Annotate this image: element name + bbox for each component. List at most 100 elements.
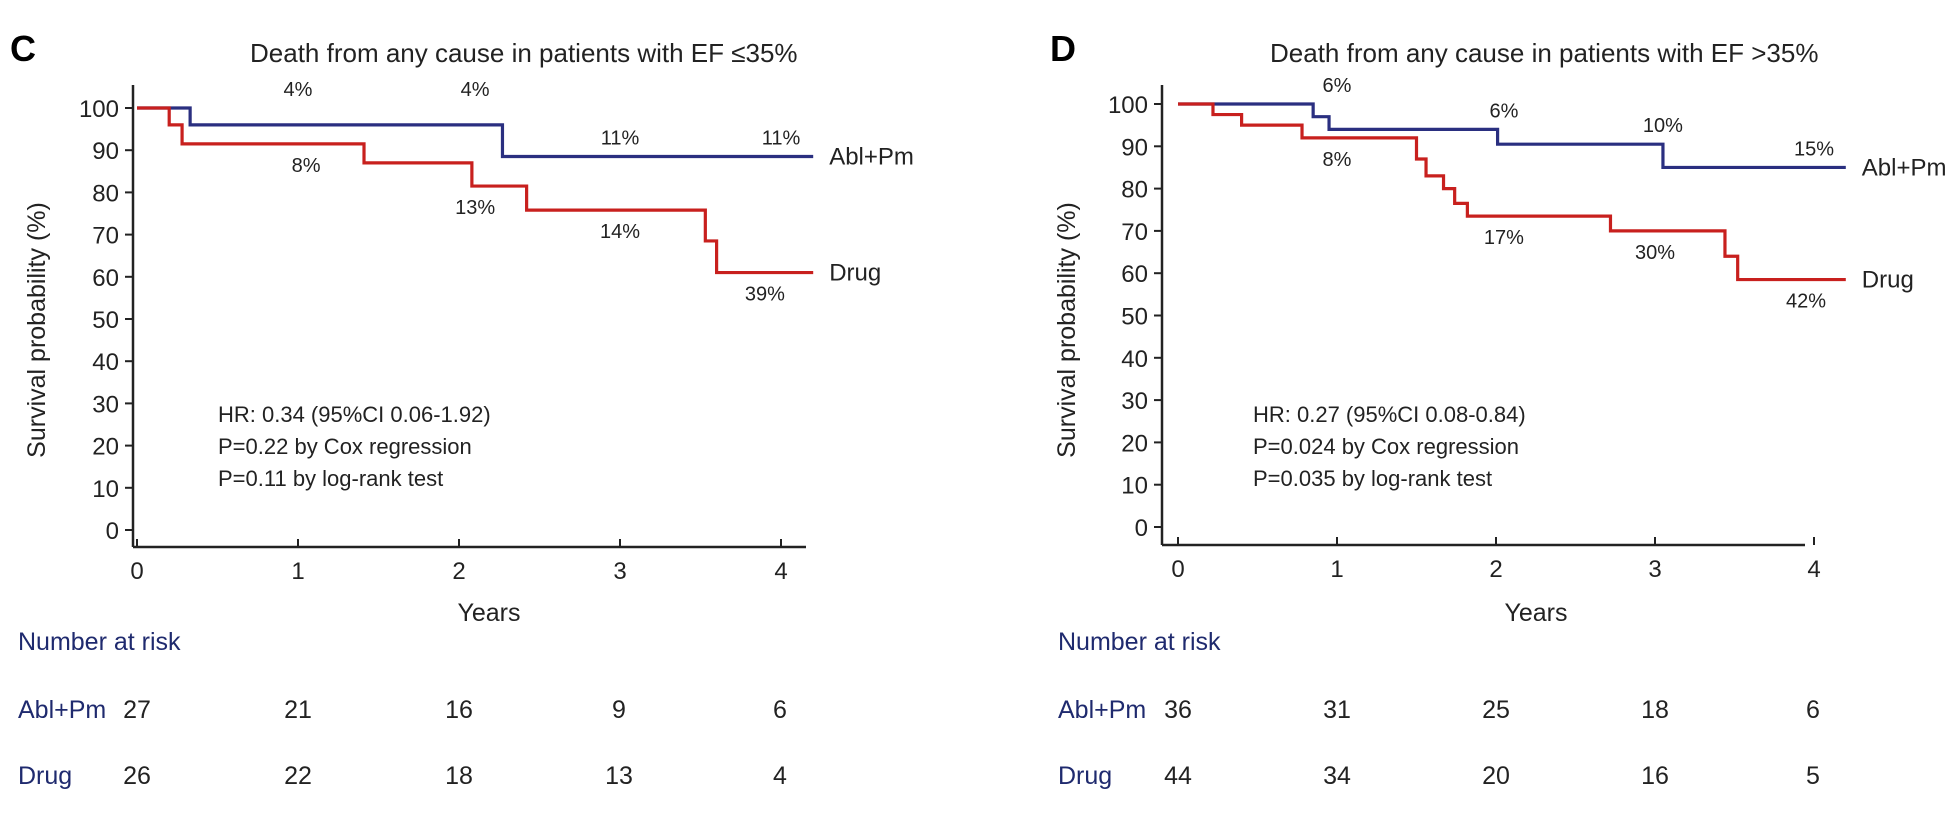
risk-count: 36 xyxy=(1164,696,1192,724)
y-tick-label: 70 xyxy=(1121,219,1148,246)
y-tick-label: 20 xyxy=(92,434,119,461)
percent-annotation: 14% xyxy=(600,221,640,243)
risk-count: 16 xyxy=(445,696,473,724)
y-tick-label: 40 xyxy=(1121,346,1148,373)
risk-count: 34 xyxy=(1323,762,1351,790)
chart-title: Death from any cause in patients with EF… xyxy=(250,38,798,68)
risk-count: 44 xyxy=(1164,762,1192,790)
chart-title: Death from any cause in patients with EF… xyxy=(1270,38,1819,68)
y-tick-label: 90 xyxy=(92,138,119,165)
percent-annotation: 30% xyxy=(1635,242,1675,264)
risk-count: 25 xyxy=(1482,696,1510,724)
x-axis-label: Years xyxy=(1504,599,1567,627)
y-tick-label: 90 xyxy=(1121,134,1148,161)
y-axis-label: Survival probability (%) xyxy=(1053,202,1081,458)
percent-annotation: 8% xyxy=(1323,149,1352,171)
y-tick-label: 60 xyxy=(92,265,119,292)
percent-annotation: 13% xyxy=(455,197,495,219)
y-tick-label: 0 xyxy=(106,518,119,545)
y-tick-label: 70 xyxy=(92,223,119,250)
percent-annotation: 8% xyxy=(292,155,321,177)
y-tick-label: 40 xyxy=(92,349,119,376)
series-end-label: Drug xyxy=(1862,267,1914,294)
risk-count: 21 xyxy=(284,696,312,724)
x-tick-label: 4 xyxy=(774,558,787,585)
risk-count: 4 xyxy=(773,762,787,790)
x-tick-label: 3 xyxy=(1648,556,1661,583)
number-at-risk-header: Number at risk xyxy=(18,628,181,656)
risk-count: 6 xyxy=(773,696,787,724)
x-tick-label: 1 xyxy=(291,558,304,585)
y-tick-label: 50 xyxy=(92,307,119,334)
number-at-risk-header: Number at risk xyxy=(1058,628,1221,656)
percent-annotation: 11% xyxy=(601,128,640,150)
series-end-label: Drug xyxy=(829,260,881,287)
series-line-drug xyxy=(1178,102,1846,282)
risk-count: 5 xyxy=(1806,762,1820,790)
percent-annotation: 10% xyxy=(1643,115,1683,137)
risk-count: 13 xyxy=(605,762,633,790)
stats-text-line: P=0.11 by log-rank test xyxy=(218,466,443,491)
percent-annotation: 4% xyxy=(284,79,313,101)
series-line-drug xyxy=(137,106,814,275)
x-tick-label: 4 xyxy=(1807,556,1820,583)
y-tick-label: 50 xyxy=(1121,304,1148,331)
stats-text-line: P=0.22 by Cox regression xyxy=(218,434,472,459)
percent-annotation: 6% xyxy=(1323,75,1352,97)
x-tick-label: 0 xyxy=(130,558,143,585)
y-tick-label: 30 xyxy=(1121,388,1148,415)
panel-d: D Death from any cause in patients with … xyxy=(1040,0,1949,815)
panel-c: C Death from any cause in patients with … xyxy=(0,0,974,815)
risk-row-label: Abl+Pm xyxy=(18,696,107,724)
percent-annotation: 15% xyxy=(1794,138,1834,160)
stats-text-line: P=0.035 by log-rank test xyxy=(1253,466,1492,491)
percent-annotation: 17% xyxy=(1484,227,1524,249)
risk-count: 31 xyxy=(1323,696,1351,724)
panel-letter: D xyxy=(1050,28,1076,69)
x-tick-label: 3 xyxy=(613,558,626,585)
y-axis-label: Survival probability (%) xyxy=(23,202,51,458)
risk-count: 18 xyxy=(1641,696,1669,724)
series-line-abl-pm xyxy=(137,106,814,159)
percent-annotation: 11% xyxy=(762,128,801,150)
y-tick-label: 10 xyxy=(1121,473,1148,500)
series-end-label: Abl+Pm xyxy=(829,144,914,171)
risk-row-label: Drug xyxy=(18,762,73,790)
x-tick-label: 2 xyxy=(452,558,465,585)
risk-row-label: Abl+Pm xyxy=(1058,696,1147,724)
y-tick-label: 100 xyxy=(79,96,119,123)
risk-count: 16 xyxy=(1641,762,1669,790)
x-tick-label: 2 xyxy=(1489,556,1502,583)
y-tick-label: 20 xyxy=(1121,430,1148,457)
risk-count: 18 xyxy=(445,762,473,790)
series-end-label: Abl+Pm xyxy=(1862,154,1947,181)
y-tick-label: 80 xyxy=(92,180,119,207)
percent-annotation: 42% xyxy=(1786,291,1826,313)
x-tick-label: 0 xyxy=(1171,556,1184,583)
percent-annotation: 39% xyxy=(745,284,785,306)
risk-count: 6 xyxy=(1806,696,1820,724)
series-line-abl-pm xyxy=(1178,102,1846,170)
y-tick-label: 30 xyxy=(92,391,119,418)
risk-count: 9 xyxy=(612,696,626,724)
x-axis-label: Years xyxy=(457,599,520,627)
panel-letter: C xyxy=(10,28,36,69)
y-tick-label: 0 xyxy=(1135,515,1148,542)
stats-text-line: HR: 0.27 (95%CI 0.08-0.84) xyxy=(1253,402,1526,427)
x-tick-label: 1 xyxy=(1330,556,1343,583)
stats-text-line: HR: 0.34 (95%CI 0.06-1.92) xyxy=(218,402,491,427)
risk-count: 27 xyxy=(123,696,151,724)
survival-chart-d: 0 10 20 30 40 50 60 70 80 90 100 0 1 2 3 4 Years Survival… xyxy=(1053,75,1947,627)
percent-annotation: 6% xyxy=(1489,100,1518,122)
y-tick-label: 10 xyxy=(92,476,119,503)
y-tick-label: 100 xyxy=(1108,92,1148,119)
risk-count: 20 xyxy=(1482,762,1510,790)
survival-chart-c: 0 10 20 30 40 50 60 70 80 90 100 0 1 2 3 4 Years Survival… xyxy=(23,79,914,627)
risk-count: 26 xyxy=(123,762,151,790)
y-tick-label: 80 xyxy=(1121,177,1148,204)
risk-count: 22 xyxy=(284,762,312,790)
percent-annotation: 4% xyxy=(461,79,490,101)
stats-text-line: P=0.024 by Cox regression xyxy=(1253,434,1519,459)
y-tick-label: 60 xyxy=(1121,261,1148,288)
risk-row-label: Drug xyxy=(1058,762,1113,790)
